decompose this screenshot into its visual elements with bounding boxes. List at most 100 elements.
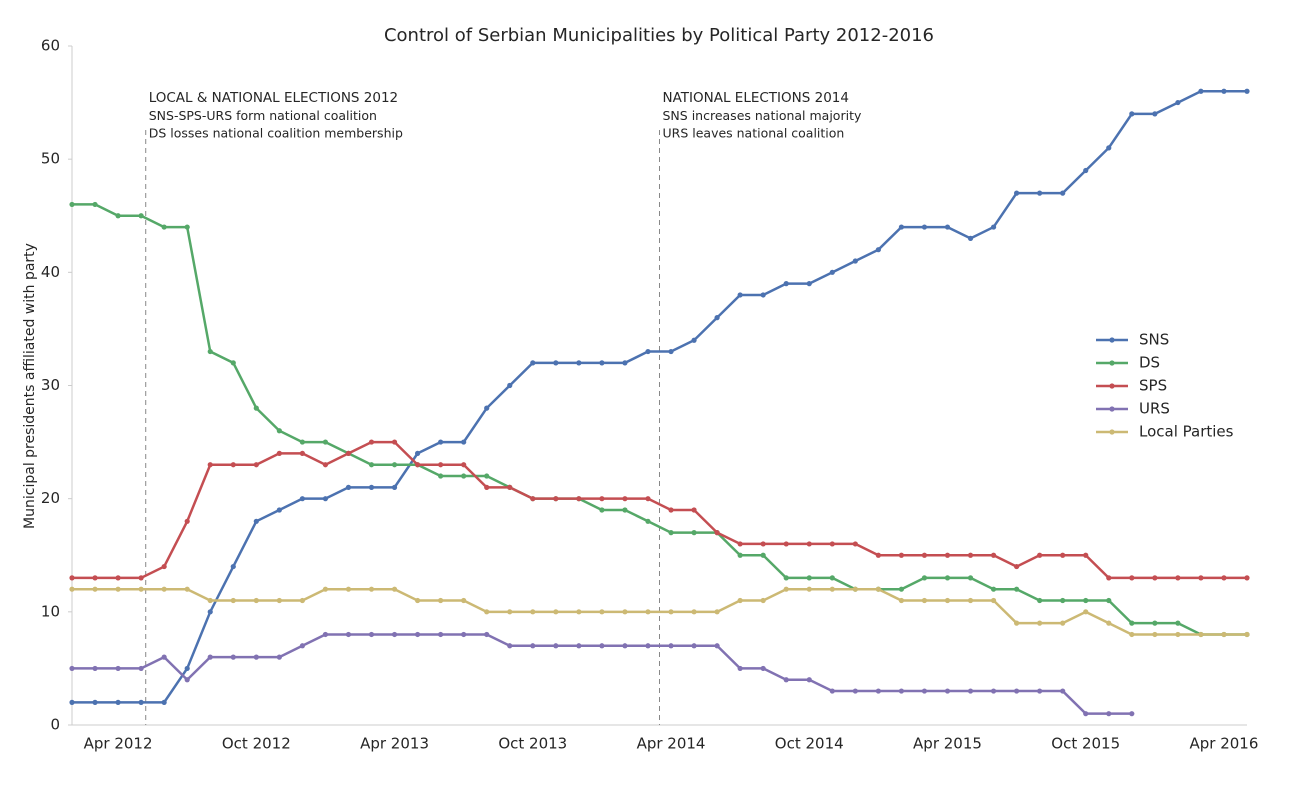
y-tick-label: 0 bbox=[50, 716, 60, 734]
data-point bbox=[829, 541, 835, 547]
data-point bbox=[484, 631, 490, 638]
data-point bbox=[414, 462, 421, 468]
data-point bbox=[760, 541, 766, 547]
annotation-text: DS losses national coalition membership bbox=[149, 126, 403, 141]
data-point bbox=[253, 654, 259, 660]
data-point bbox=[1014, 620, 1020, 626]
x-tick-label: Oct 2015 bbox=[1051, 735, 1120, 753]
data-point bbox=[829, 269, 835, 275]
data-point bbox=[898, 586, 905, 592]
data-point bbox=[852, 541, 858, 547]
data-point bbox=[207, 609, 213, 615]
data-point bbox=[944, 575, 951, 581]
data-point bbox=[898, 597, 905, 604]
data-point bbox=[507, 382, 513, 389]
data-point bbox=[576, 609, 582, 615]
data-point bbox=[115, 665, 121, 672]
data-point bbox=[1083, 167, 1089, 174]
data-point bbox=[944, 597, 951, 604]
data-point bbox=[391, 586, 398, 592]
data-point bbox=[668, 643, 674, 649]
y-tick-label: 10 bbox=[41, 602, 60, 620]
data-point bbox=[92, 201, 98, 208]
data-point bbox=[414, 450, 421, 456]
data-point bbox=[1037, 620, 1043, 626]
data-point bbox=[1014, 190, 1020, 196]
data-point bbox=[714, 609, 720, 615]
data-point bbox=[461, 597, 467, 604]
x-tick-label: Apr 2015 bbox=[913, 735, 982, 753]
data-point bbox=[322, 462, 329, 468]
data-point bbox=[783, 677, 789, 683]
data-point bbox=[1014, 688, 1020, 694]
data-point bbox=[691, 507, 697, 513]
data-point bbox=[184, 677, 190, 683]
data-point bbox=[806, 586, 812, 592]
data-point bbox=[1221, 631, 1227, 638]
data-point bbox=[852, 258, 858, 264]
data-point bbox=[990, 688, 997, 694]
data-point bbox=[69, 586, 75, 592]
data-point bbox=[322, 496, 329, 502]
data-point bbox=[783, 541, 789, 547]
data-point bbox=[921, 597, 928, 604]
data-point bbox=[138, 575, 144, 581]
data-point bbox=[161, 586, 167, 592]
x-tick-label: Oct 2012 bbox=[222, 735, 291, 753]
data-point bbox=[161, 563, 167, 570]
data-point bbox=[115, 699, 121, 705]
data-point bbox=[161, 699, 167, 705]
data-point bbox=[368, 586, 375, 592]
data-point bbox=[553, 360, 559, 366]
data-point bbox=[967, 597, 974, 604]
data-point bbox=[184, 665, 190, 672]
data-point bbox=[714, 315, 720, 321]
data-point bbox=[1129, 620, 1135, 626]
data-point bbox=[230, 563, 236, 570]
data-point bbox=[714, 530, 720, 536]
y-tick-label: 60 bbox=[41, 37, 60, 55]
data-point bbox=[115, 586, 121, 592]
series-line bbox=[72, 440, 1247, 580]
data-point bbox=[852, 586, 858, 592]
data-point bbox=[253, 462, 259, 468]
data-point bbox=[599, 360, 605, 366]
data-point bbox=[553, 496, 559, 502]
data-point bbox=[461, 631, 467, 638]
data-point bbox=[1175, 620, 1181, 626]
legend-marker bbox=[1109, 383, 1115, 389]
data-point bbox=[898, 224, 905, 230]
data-point bbox=[391, 631, 398, 638]
annotation-text: SNS increases national majority bbox=[663, 108, 862, 123]
data-point bbox=[737, 597, 743, 604]
legend-marker bbox=[1109, 337, 1115, 343]
data-point bbox=[1037, 190, 1043, 196]
y-tick-label: 30 bbox=[41, 376, 60, 394]
data-point bbox=[530, 609, 536, 615]
data-point bbox=[737, 541, 743, 547]
data-point bbox=[507, 643, 513, 649]
data-point bbox=[622, 360, 628, 366]
data-point bbox=[530, 496, 536, 502]
data-point bbox=[184, 224, 190, 230]
data-point bbox=[368, 462, 375, 468]
data-point bbox=[691, 530, 697, 536]
data-point bbox=[1244, 575, 1250, 581]
data-point bbox=[1014, 563, 1020, 570]
data-point bbox=[92, 699, 98, 705]
data-point bbox=[207, 654, 213, 660]
data-point bbox=[1106, 620, 1112, 626]
data-point bbox=[438, 439, 444, 445]
data-point bbox=[1037, 597, 1043, 604]
data-point bbox=[299, 597, 305, 604]
data-point bbox=[184, 518, 190, 524]
data-point bbox=[1198, 88, 1204, 94]
series-line bbox=[72, 203, 1247, 636]
data-point bbox=[1244, 88, 1250, 94]
data-point bbox=[760, 665, 766, 672]
data-point bbox=[69, 575, 75, 581]
data-point bbox=[299, 439, 305, 445]
data-point bbox=[368, 631, 375, 638]
annotation-text: URS leaves national coalition bbox=[663, 126, 845, 141]
data-point bbox=[1037, 688, 1043, 694]
